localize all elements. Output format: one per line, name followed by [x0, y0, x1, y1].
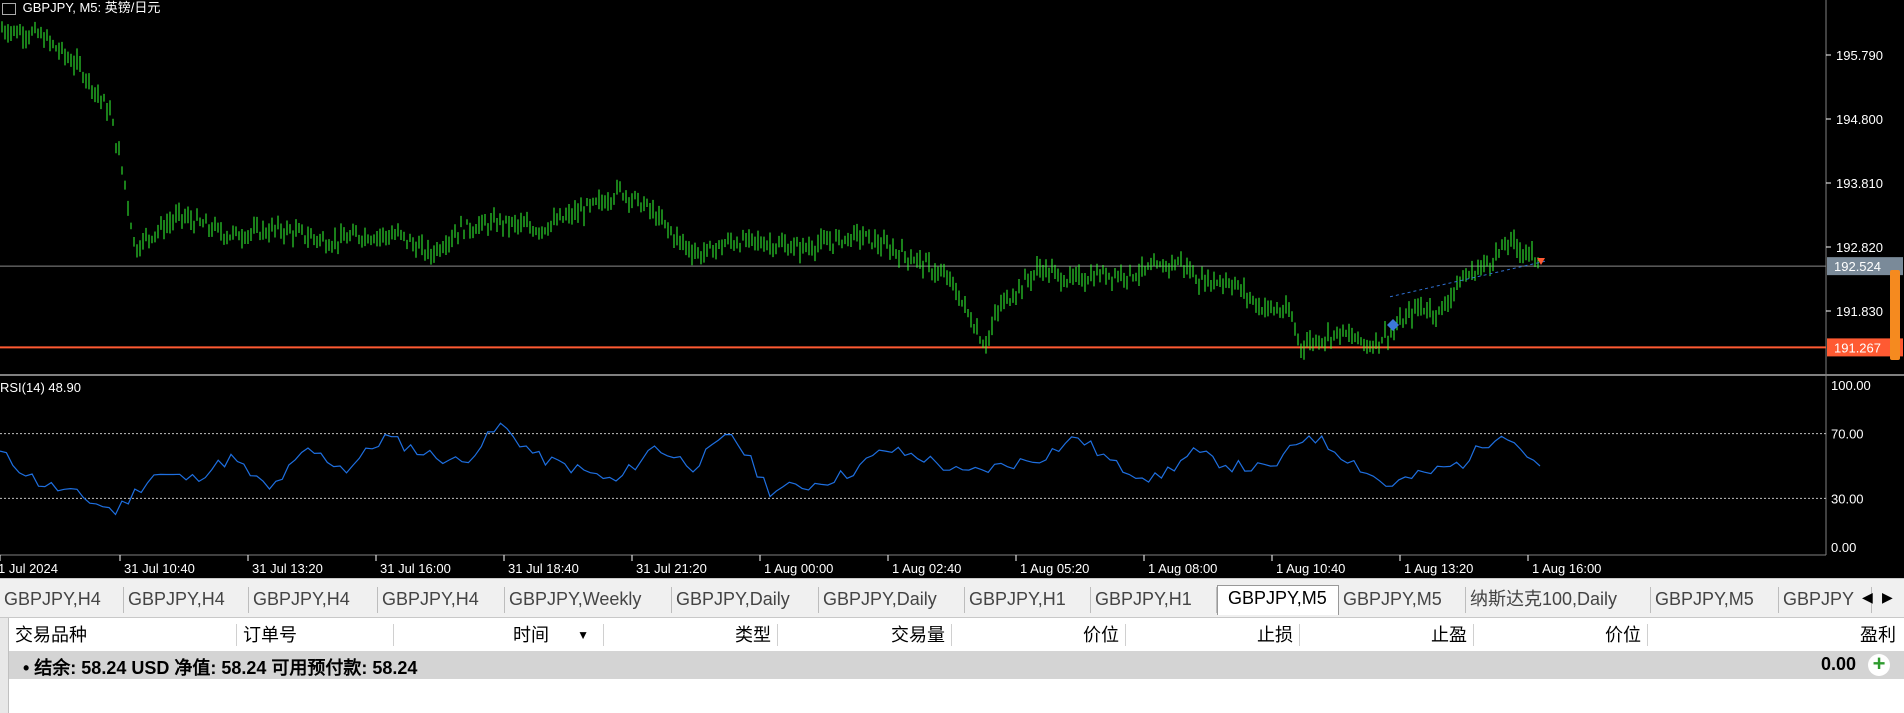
- chart-tab-bar: GBPJPY,H4 GBPJPY,H4 GBPJPY,H4 GBPJPY,H4 GBPJ…: [0, 578, 1904, 618]
- terminal-panel: 交易品种 订单号 时间 ▼ 类型 交易量 价位 止损 止盈 价位 盈利 • 结余…: [0, 618, 1904, 713]
- chart-title-text: GBPJPY, M5: 英镑/日元: [22, 0, 161, 15]
- chart-canvas: 195.790 194.800 193.810 192.820 191.830 192.5…: [0, 0, 1904, 576]
- chart-tab[interactable]: GBPJPY,H1: [1091, 587, 1217, 613]
- price-chart[interactable]: 195.790 194.800 193.810 192.820 191.830 192.5…: [0, 0, 1904, 578]
- chart-title: GBPJPY, M5: 英镑/日元: [2, 0, 160, 16]
- time-tick-label: 1 Aug 00:00: [764, 561, 833, 576]
- time-tick-label: 31 Jul 16:00: [380, 561, 451, 576]
- alert-price-label: 191.267: [1834, 340, 1881, 355]
- chart-tab[interactable]: GBPJPY,H4: [249, 587, 378, 613]
- balance-summary-row[interactable]: • 结余: 58.24 USD 净值: 58.24 可用预付款: 58.24 0…: [9, 651, 1904, 679]
- time-tick-label: 1 Aug 05:20: [1020, 561, 1089, 576]
- chart-tab[interactable]: GBPJPY,M5: [1339, 587, 1466, 613]
- chart-tab[interactable]: GBPJPY: [1779, 587, 1872, 613]
- order-projection-line: [1389, 260, 1546, 298]
- time-tick-label: 1 Jul 2024: [0, 561, 58, 576]
- alert-price-tag: [1827, 338, 1903, 357]
- col-takeprofit[interactable]: 止盈: [1300, 624, 1474, 646]
- chart-tab[interactable]: GBPJPY,Daily: [819, 587, 965, 613]
- col-order[interactable]: 订单号: [237, 624, 394, 646]
- rsi-tick-label: 70.00: [1831, 427, 1864, 442]
- col-price[interactable]: 价位: [952, 624, 1126, 646]
- balance-summary: • 结余: 58.24 USD 净值: 58.24 可用预付款: 58.24: [23, 658, 418, 678]
- price-tick-label: 192.820: [1836, 240, 1883, 255]
- col-profit[interactable]: 盈利: [1860, 625, 1896, 645]
- scroll-right-arrow-icon[interactable]: ▶: [1882, 589, 1893, 605]
- time-tick-label: 31 Jul 10:40: [124, 561, 195, 576]
- scroll-left-arrow-icon[interactable]: ◀: [1862, 589, 1873, 605]
- rsi-tick-label: 30.00: [1831, 491, 1864, 506]
- rsi-label: RSI(14) 48.90: [0, 380, 81, 395]
- col-symbol[interactable]: 交易品种: [9, 624, 237, 646]
- time-tick-label: 1 Aug 13:20: [1404, 561, 1473, 576]
- chart-tab[interactable]: GBPJPY,H4: [0, 587, 124, 613]
- time-tick-label: 31 Jul 21:20: [636, 561, 707, 576]
- time-tick-label: 1 Aug 16:00: [1532, 561, 1601, 576]
- rsi-tick-label: 100.00: [1831, 378, 1871, 393]
- buy-marker-icon: [1387, 319, 1399, 331]
- current-price-tag: [1827, 257, 1903, 276]
- add-plus-icon[interactable]: +: [1868, 653, 1890, 676]
- chart-tab[interactable]: GBPJPY,H4: [124, 587, 249, 613]
- price-tick-label: 193.810: [1836, 176, 1883, 191]
- time-tick-label: 1 Aug 02:40: [892, 561, 961, 576]
- chart-tab[interactable]: GBPJPY,M5: [1651, 587, 1779, 613]
- col-type[interactable]: 类型: [604, 624, 778, 646]
- rsi-line: [0, 422, 1541, 516]
- chart-tab[interactable]: 纳斯达克100,Daily: [1466, 587, 1651, 613]
- rsi-tick-label: 0.00: [1831, 540, 1856, 555]
- chart-tab[interactable]: GBPJPY,Daily: [672, 587, 819, 613]
- col-volume[interactable]: 交易量: [778, 624, 952, 646]
- price-tick-label: 195.790: [1836, 48, 1883, 63]
- time-tick-label: 1 Aug 10:40: [1276, 561, 1345, 576]
- time-tick-label: 31 Jul 13:20: [252, 561, 323, 576]
- time-tick-label: 1 Aug 08:00: [1148, 561, 1217, 576]
- col-stoploss[interactable]: 止损: [1126, 624, 1300, 646]
- col-time-label: 时间: [513, 625, 549, 645]
- sort-down-icon: ▼: [577, 628, 589, 642]
- price-tick-label: 194.800: [1836, 112, 1883, 127]
- current-price-label: 192.524: [1834, 259, 1881, 274]
- chart-tab[interactable]: GBPJPY,M5: [1217, 585, 1339, 615]
- chart-tab[interactable]: GBPJPY,H4: [378, 587, 505, 613]
- col-current-price[interactable]: 价位: [1474, 624, 1648, 646]
- col-time[interactable]: 时间 ▼: [394, 624, 604, 646]
- price-tick-label: 191.830: [1836, 304, 1883, 319]
- chart-tab[interactable]: GBPJPY,Weekly: [505, 587, 672, 613]
- terminal-sidebar[interactable]: [0, 618, 9, 713]
- window-icon: [2, 2, 16, 15]
- sell-marker-icon: [1537, 258, 1545, 265]
- time-tick-label: 31 Jul 18:40: [508, 561, 579, 576]
- vertical-scroll-handle: [1890, 270, 1900, 360]
- total-profit: 0.00: [1820, 654, 1856, 674]
- chart-tab[interactable]: GBPJPY,H1: [965, 587, 1091, 613]
